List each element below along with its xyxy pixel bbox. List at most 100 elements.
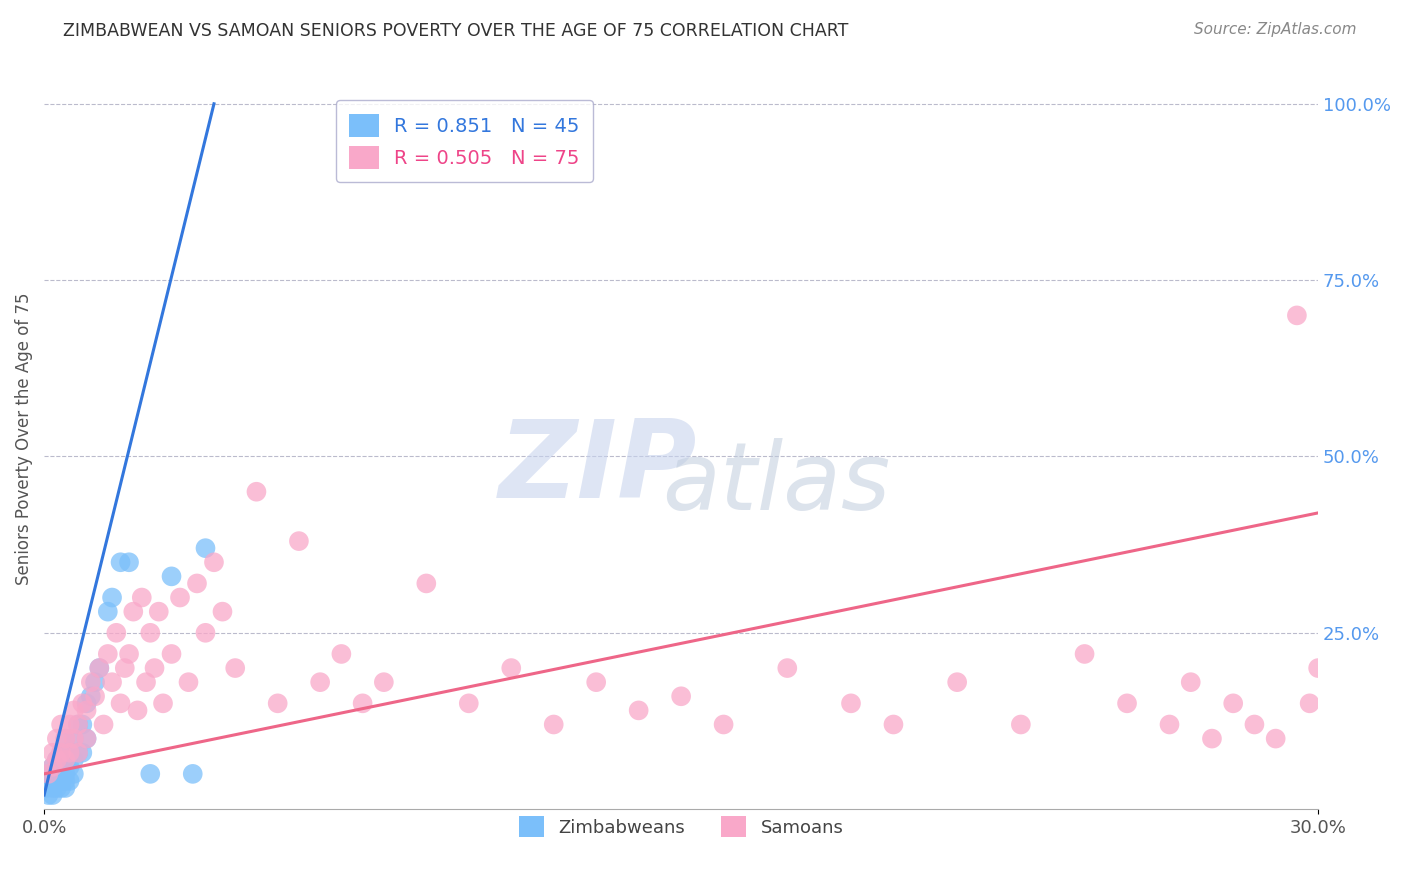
- Point: [45, 753, 67, 767]
- Point: [266, 696, 288, 710]
- Point: [72, 746, 94, 760]
- Point: [1159, 717, 1181, 731]
- Point: [53, 731, 76, 746]
- Point: [49, 717, 72, 731]
- Point: [202, 555, 225, 569]
- Point: [37, 767, 59, 781]
- Point: [89, 661, 111, 675]
- Point: [1116, 696, 1139, 710]
- Point: [105, 625, 128, 640]
- Point: [58, 746, 80, 760]
- Point: [58, 773, 80, 788]
- Point: [946, 675, 969, 690]
- Point: [53, 773, 76, 788]
- Text: ZIMBABWEAN VS SAMOAN SENIORS POVERTY OVER THE AGE OF 75 CORRELATION CHART: ZIMBABWEAN VS SAMOAN SENIORS POVERTY OVE…: [63, 22, 849, 40]
- Point: [41, 760, 63, 774]
- Point: [63, 731, 86, 746]
- Point: [67, 746, 90, 760]
- Point: [160, 647, 183, 661]
- Point: [63, 731, 86, 746]
- Point: [67, 746, 90, 760]
- Point: [373, 675, 395, 690]
- Point: [627, 703, 650, 717]
- Point: [45, 753, 67, 767]
- Point: [457, 696, 479, 710]
- Point: [1180, 675, 1202, 690]
- Text: atlas: atlas: [662, 438, 891, 529]
- Legend: Zimbabweans, Samoans: Zimbabweans, Samoans: [512, 809, 851, 845]
- Point: [41, 788, 63, 802]
- Point: [122, 605, 145, 619]
- Point: [37, 773, 59, 788]
- Point: [135, 675, 157, 690]
- Point: [45, 773, 67, 788]
- Point: [139, 625, 162, 640]
- Point: [224, 661, 246, 675]
- Point: [45, 731, 67, 746]
- Point: [148, 605, 170, 619]
- Text: Source: ZipAtlas.com: Source: ZipAtlas.com: [1194, 22, 1357, 37]
- Point: [127, 703, 149, 717]
- Point: [245, 484, 267, 499]
- Point: [1298, 696, 1320, 710]
- Point: [585, 675, 607, 690]
- Point: [118, 555, 141, 569]
- Point: [194, 541, 217, 556]
- Point: [152, 696, 174, 710]
- Point: [84, 690, 107, 704]
- Point: [89, 661, 111, 675]
- Point: [160, 569, 183, 583]
- Point: [543, 717, 565, 731]
- Point: [97, 605, 120, 619]
- Point: [110, 696, 132, 710]
- Point: [37, 788, 59, 802]
- Point: [97, 647, 120, 661]
- Point: [713, 717, 735, 731]
- Point: [67, 717, 90, 731]
- Point: [415, 576, 437, 591]
- Point: [63, 753, 86, 767]
- Point: [169, 591, 191, 605]
- Point: [41, 780, 63, 795]
- Point: [352, 696, 374, 710]
- Point: [76, 703, 98, 717]
- Point: [49, 773, 72, 788]
- Point: [118, 647, 141, 661]
- Point: [288, 534, 311, 549]
- Point: [84, 675, 107, 690]
- Point: [114, 661, 136, 675]
- Point: [67, 717, 90, 731]
- Y-axis label: Seniors Poverty Over the Age of 75: Seniors Poverty Over the Age of 75: [15, 293, 32, 585]
- Point: [186, 576, 208, 591]
- Point: [58, 717, 80, 731]
- Point: [139, 767, 162, 781]
- Point: [80, 690, 103, 704]
- Point: [35, 780, 58, 795]
- Point: [181, 767, 204, 781]
- Point: [309, 675, 332, 690]
- Point: [72, 696, 94, 710]
- Point: [53, 767, 76, 781]
- Point: [58, 746, 80, 760]
- Point: [76, 696, 98, 710]
- Point: [45, 780, 67, 795]
- Point: [101, 591, 124, 605]
- Text: ZIP: ZIP: [499, 416, 697, 522]
- Point: [501, 661, 523, 675]
- Point: [177, 675, 200, 690]
- Point: [1285, 309, 1308, 323]
- Point: [49, 746, 72, 760]
- Point: [41, 767, 63, 781]
- Point: [776, 661, 799, 675]
- Point: [110, 555, 132, 569]
- Point: [41, 760, 63, 774]
- Point: [1308, 661, 1330, 675]
- Point: [1243, 717, 1265, 731]
- Point: [839, 696, 862, 710]
- Point: [80, 675, 103, 690]
- Point: [1010, 717, 1032, 731]
- Point: [58, 760, 80, 774]
- Point: [1073, 647, 1095, 661]
- Point: [63, 703, 86, 717]
- Point: [131, 591, 153, 605]
